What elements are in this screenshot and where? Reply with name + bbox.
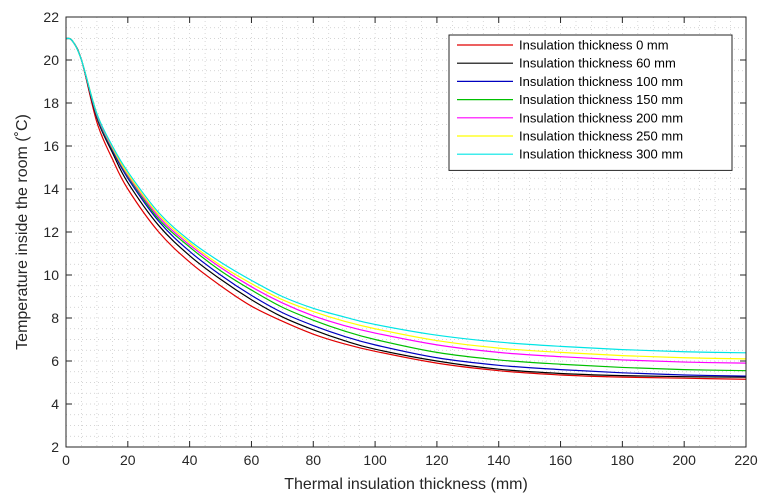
legend-label-1: Insulation thickness 60 mm	[519, 56, 676, 71]
x-tick-label: 220	[734, 452, 758, 468]
x-tick-label: 40	[182, 452, 198, 468]
y-tick-label: 6	[51, 353, 59, 369]
x-tick-label: 200	[673, 452, 697, 468]
y-tick-label: 10	[43, 267, 59, 283]
legend-label-4: Insulation thickness 200 mm	[519, 110, 683, 125]
x-tick-label: 20	[120, 452, 136, 468]
ticks: 0 20 40 60 80 100 120 140 160 180 200 220 2 4 6 8 10 12 14…	[43, 9, 757, 468]
x-tick-label: 160	[549, 452, 573, 468]
y-tick-label: 18	[43, 95, 59, 111]
x-tick-label: 180	[611, 452, 635, 468]
legend-label-3: Insulation thickness 150 mm	[519, 92, 683, 107]
y-tick-label: 22	[43, 9, 59, 25]
y-tick-label: 8	[51, 310, 59, 326]
x-tick-label: 0	[62, 452, 70, 468]
legend-label-2: Insulation thickness 100 mm	[519, 74, 683, 89]
x-tick-label: 140	[487, 452, 511, 468]
x-tick-label: 80	[305, 452, 321, 468]
legend-label-0: Insulation thickness 0 mm	[519, 38, 669, 53]
x-tick-label: 120	[425, 452, 449, 468]
x-tick-label: 100	[363, 452, 387, 468]
y-tick-label: 16	[43, 138, 59, 154]
legend-box	[448, 34, 733, 171]
series-line-6	[65, 37, 747, 354]
legend-label-6: Insulation thickness 300 mm	[519, 147, 683, 162]
y-tick-label: 12	[43, 224, 59, 240]
y-tick-label: 4	[51, 396, 59, 412]
grid	[66, 17, 746, 447]
series-lines	[65, 37, 747, 380]
y-tick-label: 20	[43, 52, 59, 68]
y-tick-label: 14	[43, 181, 59, 197]
x-tick-label: 60	[244, 452, 260, 468]
series-line-0	[65, 37, 747, 380]
legend-label-5: Insulation thickness 250 mm	[519, 129, 683, 144]
legend: Insulation thickness 0 mm Insulation thic…	[448, 34, 733, 171]
x-axis-label: Thermal insulation thickness (mm)	[284, 476, 528, 493]
y-tick-label: 2	[51, 439, 59, 455]
y-axis-label: Temperature inside the room (˚C)	[14, 114, 31, 350]
